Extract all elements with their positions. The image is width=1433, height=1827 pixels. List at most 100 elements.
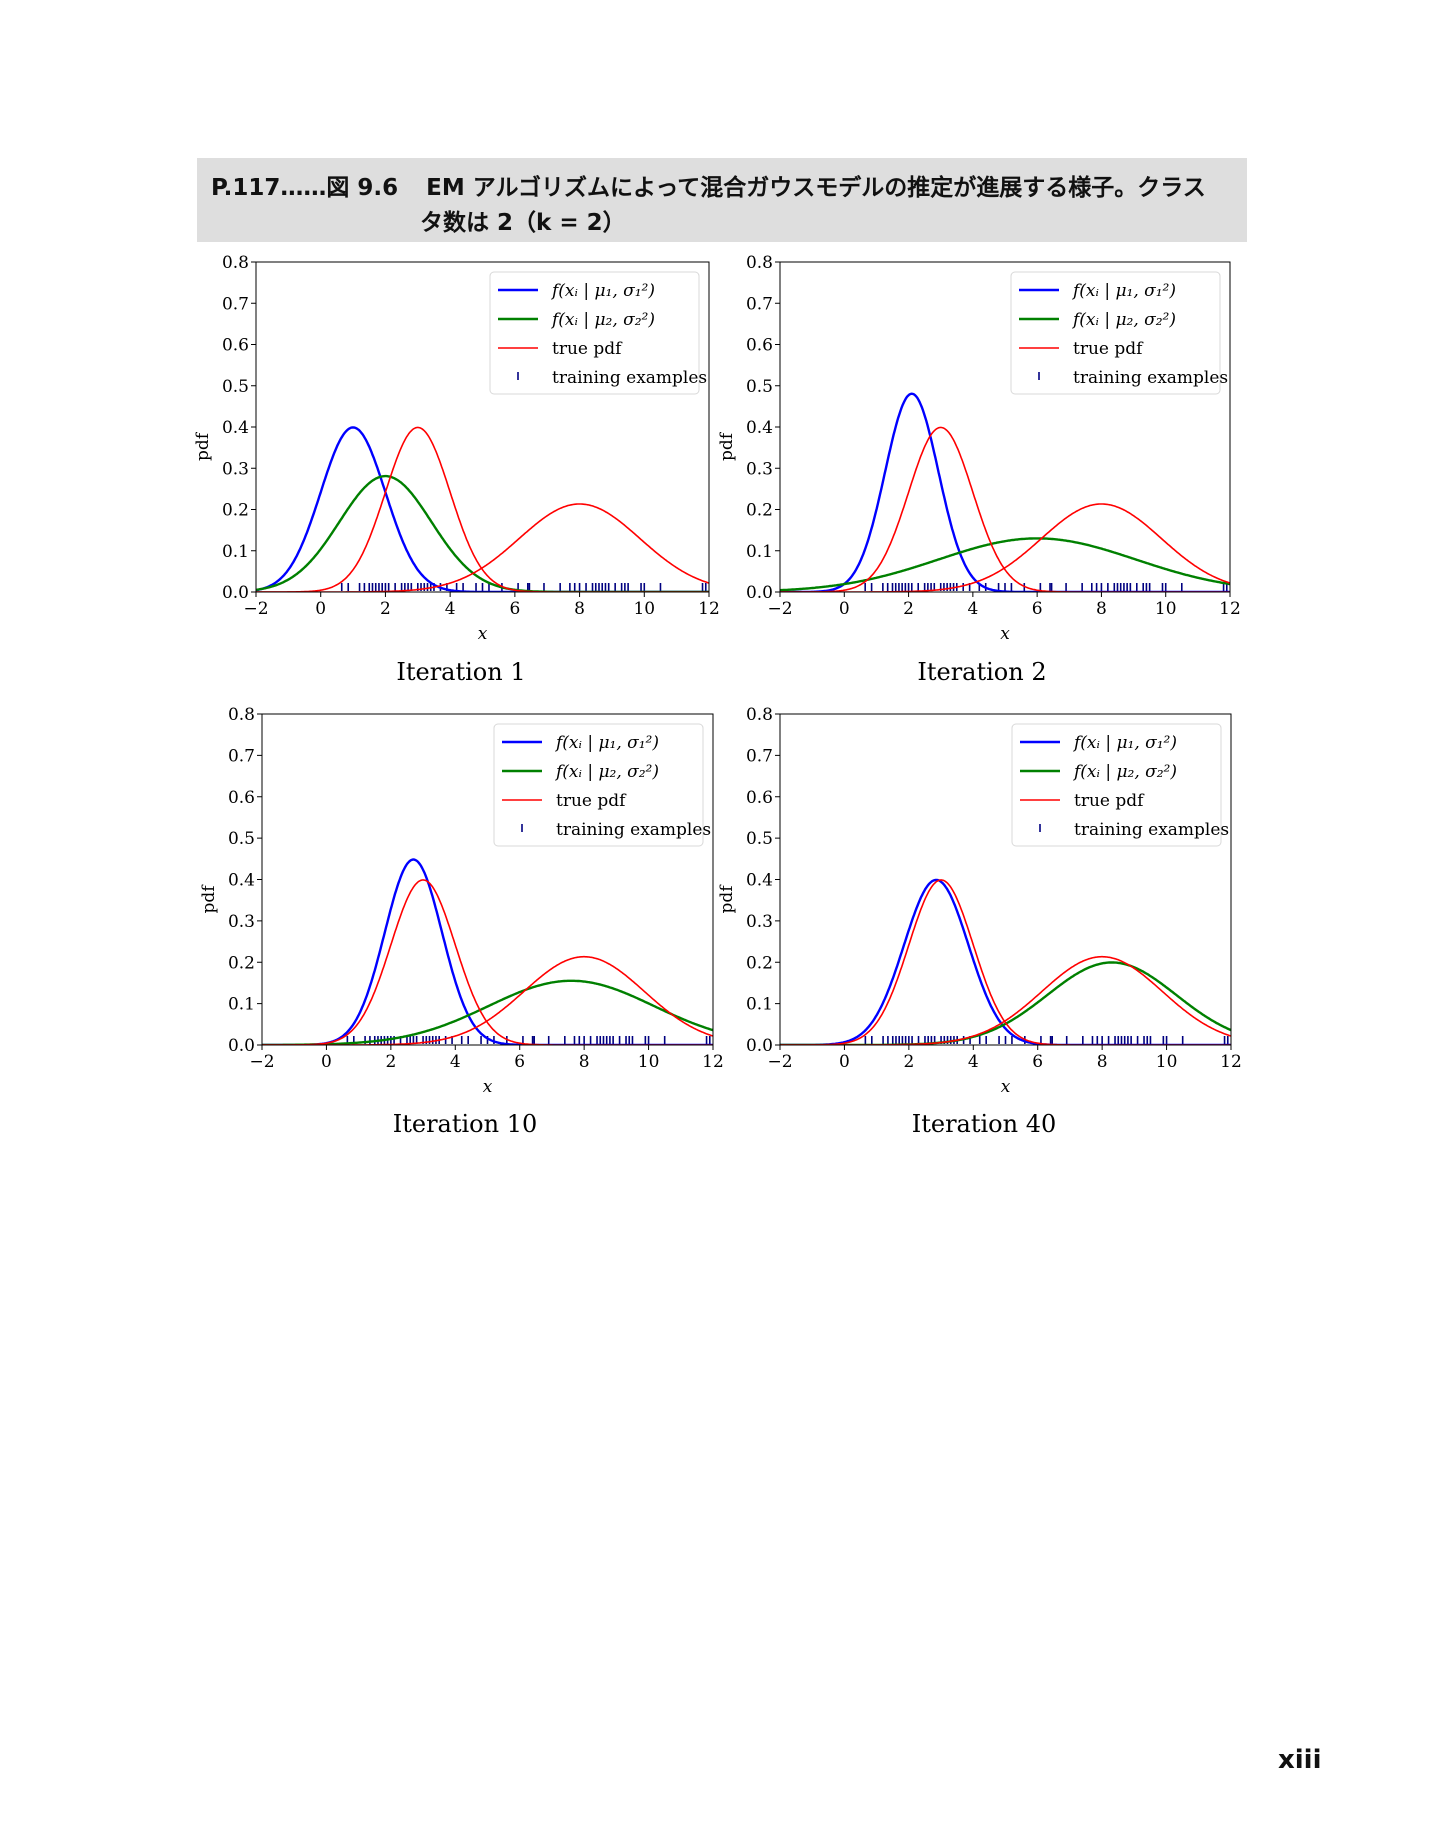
- x-tick-label: 10: [633, 599, 655, 619]
- x-tick-label: −2: [767, 599, 792, 619]
- chart-panel-4: 0.0 0.1 0.2 0.3 0.4 0.5 0.6 0.7 0.8 −2 0 2 4 6 8 10 12 x p…: [717, 705, 1242, 1138]
- y-tick-label: 0.0: [222, 583, 249, 603]
- y-tick-label: 0.3: [222, 459, 249, 479]
- x-tick-label: 8: [574, 599, 585, 619]
- y-tick-label: 0.5: [746, 377, 773, 397]
- chart-panel-1: 0.0 0.1 0.2 0.3 0.4 0.5 0.6 0.7 0.8 −2 0 2 4 6 8 10 12 x p…: [193, 253, 720, 686]
- x-tick-label: −2: [767, 1052, 792, 1072]
- y-tick-label: 0.1: [746, 995, 773, 1015]
- x-tick-label: 12: [1219, 599, 1241, 619]
- y-tick-label: 0.2: [746, 953, 773, 973]
- y-tick-label: 0.0: [228, 1036, 255, 1056]
- caption-line-2: タ数は 2（k = 2）: [420, 210, 626, 236]
- x-tick-label: −2: [243, 599, 268, 619]
- legend-label: training examples: [552, 368, 707, 388]
- y-tick-label: 0.6: [746, 336, 773, 356]
- x-tick-label: 2: [385, 1052, 396, 1072]
- legend-label: f(xᵢ | μ₁, σ₁²): [554, 733, 659, 753]
- legend-label: f(xᵢ | μ₂, σ₂²): [554, 762, 659, 782]
- chart-panel-3: 0.0 0.1 0.2 0.3 0.4 0.5 0.6 0.7 0.8 −2 0 2 4 6 8 10 12 x p…: [199, 705, 724, 1138]
- figure-caption-banner: P.117……図 9.6 EM アルゴリズムによって混合ガウスモデルの推定が進展す…: [197, 158, 1247, 242]
- series-line-true-pdf: [256, 503, 709, 592]
- y-tick-label: 0.4: [746, 418, 773, 438]
- series-line-component-2: [780, 537, 1230, 592]
- x-tick-label: 0: [321, 1052, 332, 1072]
- chart-panel-2: 0.0 0.1 0.2 0.3 0.4 0.5 0.6 0.7 0.8 −2 0 2 4 6 8 10 12 x p…: [717, 253, 1241, 686]
- series-line-component-1: [780, 392, 1230, 592]
- y-tick-label: 0.1: [746, 542, 773, 562]
- legend-label: f(xᵢ | μ₁, σ₁²): [1071, 281, 1176, 301]
- x-tick-label: 2: [903, 1052, 914, 1072]
- x-tick-label: 8: [1097, 1052, 1108, 1072]
- y-tick-label: 0.8: [222, 253, 249, 273]
- series-line-component-2: [256, 474, 709, 592]
- x-tick-label: 4: [968, 1052, 979, 1072]
- legend-label: true pdf: [1073, 339, 1144, 359]
- x-tick-label: 4: [450, 1052, 461, 1072]
- chart-title: Iteration 2: [917, 658, 1046, 686]
- legend-label: f(xᵢ | μ₂, σ₂²): [1071, 310, 1176, 330]
- legend-label: training examples: [556, 820, 711, 840]
- series-line-true-pdf: [262, 879, 713, 1045]
- series-line-true-pdf: [256, 426, 709, 592]
- x-tick-label: 6: [514, 1052, 525, 1072]
- x-tick-label: −2: [249, 1052, 274, 1072]
- x-tick-label: 6: [1032, 1052, 1043, 1072]
- x-tick-label: 2: [903, 599, 914, 619]
- y-tick-label: 0.7: [222, 294, 249, 314]
- y-tick-label: 0.0: [746, 1036, 773, 1056]
- legend-label: true pdf: [552, 339, 623, 359]
- page-number: xiii: [1278, 1745, 1322, 1775]
- x-tick-label: 4: [967, 599, 978, 619]
- y-tick-label: 0.2: [222, 501, 249, 521]
- legend-label: true pdf: [1074, 791, 1145, 811]
- y-tick-label: 0.3: [228, 912, 255, 932]
- y-tick-label: 0.8: [746, 253, 773, 273]
- y-tick-label: 0.5: [228, 829, 255, 849]
- y-tick-label: 0.2: [228, 953, 255, 973]
- x-tick-label: 0: [315, 599, 326, 619]
- y-tick-label: 0.8: [746, 705, 773, 725]
- y-tick-label: 0.4: [222, 418, 249, 438]
- x-tick-label: 10: [638, 1052, 660, 1072]
- caption-line-1: P.117……図 9.6 EM アルゴリズムによって混合ガウスモデルの推定が進展す…: [211, 168, 1206, 202]
- x-tick-label: 2: [380, 599, 391, 619]
- legend-box: [489, 271, 700, 395]
- x-tick-label: 10: [1155, 599, 1177, 619]
- x-tick-label: 0: [839, 1052, 850, 1072]
- series-line-true-pdf: [780, 955, 1231, 1045]
- x-tick-label: 6: [509, 599, 520, 619]
- y-axis-label: pdf: [717, 431, 737, 461]
- legend-label: f(xᵢ | μ₂, σ₂²): [1072, 762, 1177, 782]
- legend-box: [1011, 723, 1222, 847]
- y-tick-label: 0.1: [222, 542, 249, 562]
- y-tick-label: 0.5: [222, 377, 249, 397]
- legend-label: training examples: [1073, 368, 1228, 388]
- series-line-true-pdf: [262, 955, 713, 1045]
- x-tick-label: 12: [702, 1052, 724, 1072]
- y-tick-label: 0.3: [746, 459, 773, 479]
- y-axis-label: pdf: [199, 884, 219, 914]
- legend-label: training examples: [1074, 820, 1229, 840]
- y-tick-label: 0.4: [228, 871, 255, 891]
- y-axis-label: pdf: [717, 884, 737, 914]
- x-tick-label: 0: [839, 599, 850, 619]
- y-tick-label: 0.4: [746, 871, 773, 891]
- x-axis-label: x: [478, 624, 488, 644]
- series-line-component-2: [780, 961, 1231, 1045]
- y-tick-label: 0.3: [746, 912, 773, 932]
- legend-label: f(xᵢ | μ₁, σ₁²): [1072, 733, 1177, 753]
- x-tick-label: 8: [579, 1052, 590, 1072]
- x-tick-label: 4: [445, 599, 456, 619]
- y-tick-label: 0.6: [228, 788, 255, 808]
- y-tick-label: 0.6: [222, 336, 249, 356]
- series-line-true-pdf: [780, 426, 1230, 592]
- y-tick-label: 0.0: [746, 583, 773, 603]
- x-tick-label: 12: [698, 599, 720, 619]
- x-axis-label: x: [483, 1077, 493, 1097]
- chart-title: Iteration 40: [912, 1110, 1057, 1138]
- x-tick-label: 8: [1096, 599, 1107, 619]
- y-tick-label: 0.7: [746, 294, 773, 314]
- x-tick-label: 10: [1156, 1052, 1178, 1072]
